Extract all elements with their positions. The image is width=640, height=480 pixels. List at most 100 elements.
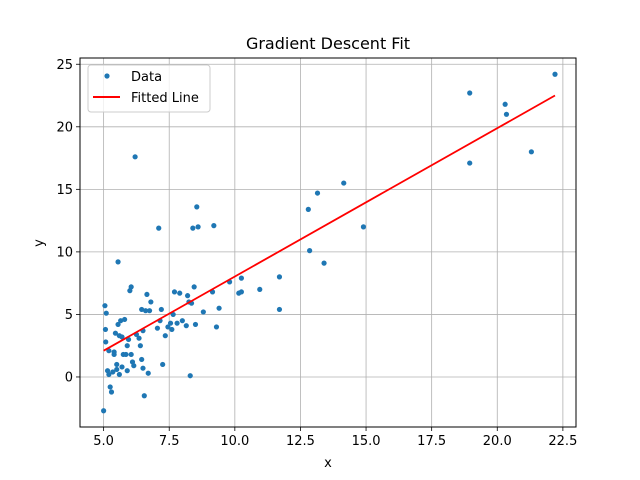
data-point — [132, 154, 138, 160]
data-point — [171, 289, 178, 295]
x-tick-label: 7.5 — [159, 434, 180, 449]
y-tick-label: 15 — [56, 183, 73, 198]
data-point — [154, 325, 161, 331]
data-point — [158, 306, 164, 313]
legend-frame — [87, 64, 211, 113]
data-point — [183, 323, 189, 329]
y-tick-label: 0 — [65, 370, 73, 385]
x-tick-label: 12.5 — [286, 434, 315, 449]
data-point — [137, 343, 143, 349]
data-point — [131, 363, 137, 369]
legend: Data Fitted Line — [87, 64, 211, 113]
data-point — [140, 365, 146, 371]
data-point — [124, 368, 130, 374]
y-tick-label: 5 — [65, 308, 73, 323]
data-point — [552, 71, 558, 77]
x-tick-label: 10.0 — [220, 434, 249, 449]
data-point — [115, 259, 121, 265]
y-tick-label: 10 — [56, 245, 73, 260]
data-point — [122, 316, 128, 323]
data-point — [119, 364, 125, 370]
data-point — [276, 306, 283, 313]
data-point — [145, 370, 151, 376]
x-axis-label: x — [324, 456, 332, 471]
data-point — [360, 224, 367, 230]
data-point — [192, 321, 199, 328]
data-point — [110, 369, 116, 375]
x-tick-label: 15.0 — [352, 434, 381, 449]
data-point — [467, 90, 473, 96]
x-tick-label: 20.0 — [483, 434, 512, 449]
data-point — [213, 324, 220, 330]
plot-area: 5.0 7.5 10.0 12.5 15.0 17.5 20.0 22.5 0 5 10 15 20 25 — [56, 57, 577, 449]
data-point — [177, 290, 183, 296]
data-point — [184, 293, 191, 299]
data-point — [238, 289, 244, 295]
plot-frame — [79, 57, 577, 428]
data-point — [162, 333, 168, 339]
data-point — [257, 286, 263, 293]
data-point — [216, 305, 222, 311]
data-point — [106, 371, 112, 378]
data-point — [194, 204, 200, 210]
data-point — [528, 149, 534, 155]
data-point — [190, 225, 196, 231]
data-point — [321, 260, 327, 266]
data-point — [503, 111, 510, 117]
data-point — [123, 351, 129, 358]
data-point — [112, 330, 119, 336]
data-point — [101, 408, 107, 414]
data-point — [144, 291, 150, 298]
y-tick-label: 20 — [56, 120, 73, 135]
data-point — [165, 324, 171, 330]
data-point — [238, 275, 244, 281]
data-point — [108, 389, 115, 395]
data-point — [118, 318, 124, 324]
x-tick-label: 17.5 — [417, 434, 446, 449]
data-point — [103, 339, 109, 345]
data-point — [191, 284, 197, 290]
data-point — [305, 206, 311, 212]
data-point — [211, 223, 217, 229]
y-axis-label: y — [32, 239, 47, 247]
data-point — [179, 318, 185, 324]
legend-label-data: Data — [131, 70, 162, 85]
data-point — [148, 299, 154, 305]
data-point — [114, 361, 120, 368]
data-point — [102, 303, 108, 309]
data-point — [160, 361, 166, 368]
legend-label-fitted-line: Fitted Line — [131, 91, 199, 106]
data-point — [195, 224, 201, 230]
data-point — [114, 366, 120, 373]
data-point — [174, 320, 180, 326]
plot-background — [80, 58, 576, 427]
data-point — [276, 274, 283, 280]
data-point — [124, 343, 130, 349]
data-point — [119, 334, 125, 340]
data-point — [141, 393, 147, 399]
data-point — [143, 308, 149, 314]
data-point — [111, 349, 117, 355]
data-point — [136, 335, 142, 341]
data-point — [128, 284, 134, 290]
data-point — [102, 326, 109, 333]
data-point — [341, 180, 347, 186]
chart-title: Gradient Descent Fit — [246, 34, 410, 53]
fitted-line — [103, 94, 556, 352]
data-point — [167, 320, 174, 326]
data-point — [187, 373, 193, 379]
x-tick-label: 5.0 — [93, 434, 114, 449]
data-point — [146, 308, 153, 314]
data-point — [200, 309, 206, 315]
data-point — [307, 248, 313, 254]
data-point — [103, 310, 109, 316]
data-point — [156, 225, 162, 231]
data-point — [467, 160, 473, 166]
data-point — [107, 384, 113, 390]
data-point — [502, 101, 508, 107]
data-point — [115, 321, 121, 328]
y-tick-label: 25 — [56, 58, 73, 73]
data-point — [169, 326, 175, 333]
data-point — [128, 351, 134, 358]
